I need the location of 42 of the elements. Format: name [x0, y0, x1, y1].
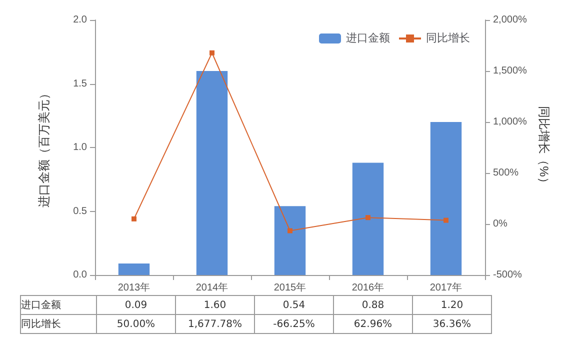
bar — [430, 122, 462, 275]
bar — [118, 264, 150, 275]
y-tick-label: 0.0 — [73, 270, 88, 280]
y2-tick-label: 500% — [493, 168, 519, 178]
data-label: 0.88 — [334, 296, 412, 314]
y-tick-label: 0.5 — [73, 206, 88, 217]
data-label: 0.09 — [96, 296, 176, 314]
y2-axis-title: 同比增长（%） — [536, 106, 551, 189]
data-label: 36.36% — [412, 314, 492, 334]
x-tick-label: 2014年 — [196, 282, 228, 294]
y2-tick-label: 1,000% — [493, 116, 528, 128]
point — [288, 228, 292, 234]
text: 同比增长 — [21, 319, 61, 330]
data-label: 62.96% — [334, 314, 412, 334]
y-tick-label: 1.0 — [73, 142, 88, 153]
point — [444, 218, 448, 223]
data-label: 1.20 — [412, 296, 492, 314]
legend-label: 进口金额 — [346, 32, 390, 44]
data-label: 1.60 — [176, 296, 254, 314]
y-tick-label: 1.5 — [73, 78, 88, 90]
legend-label: 同比增长 — [426, 32, 470, 44]
y-tick-label: 2.0 — [73, 14, 88, 26]
data-label: 1,677.78% — [176, 314, 254, 334]
data-label: -66.25% — [254, 314, 334, 334]
x-tick-label: 2015年 — [274, 282, 306, 294]
point — [132, 216, 136, 222]
bar — [352, 162, 384, 275]
x-tick-label: 2017年 — [430, 282, 462, 294]
x-tick-label: 2013年 — [118, 282, 150, 294]
x-tick-label: 2016年 — [352, 282, 384, 294]
y-axis-title: 进口金额（百万美元） — [37, 88, 51, 208]
bar — [196, 71, 228, 275]
point — [210, 50, 214, 56]
y2-tick-label: 1,500% — [493, 66, 528, 76]
y2-tick-label: 0% — [493, 218, 508, 230]
data-label: 0.54 — [254, 296, 334, 314]
data-label: 50.00% — [96, 314, 176, 334]
y2-tick-label: -500% — [493, 270, 522, 280]
bar — [274, 206, 306, 275]
point — [366, 215, 370, 220]
y2-tick-label: 2,000% — [493, 14, 528, 26]
text: 进口金额 — [21, 300, 61, 311]
